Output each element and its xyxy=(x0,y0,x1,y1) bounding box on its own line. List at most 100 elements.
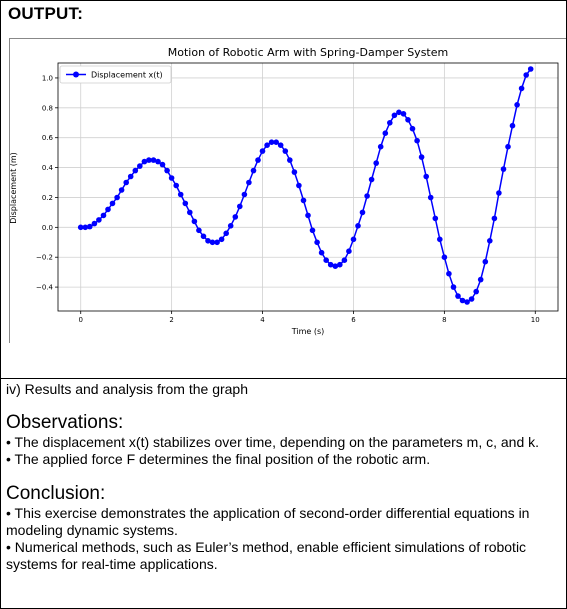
data-point xyxy=(382,130,389,136)
data-point xyxy=(300,197,307,204)
y-tick-label: −0.4 xyxy=(36,284,54,292)
data-point xyxy=(77,224,84,231)
data-point xyxy=(105,206,111,213)
data-point xyxy=(446,270,452,277)
data-point xyxy=(350,236,357,243)
displacement-chart: 0 2 4 6 8 10 −0.4 −0.2 0.0 0.2 0.4 0.6 0.8 1.0 Motio… xyxy=(9,46,559,336)
data-point xyxy=(318,249,325,256)
data-point xyxy=(332,263,339,270)
data-point xyxy=(464,299,470,305)
chart-title: Motion of Robotic Arm with Spring-Damper… xyxy=(168,46,448,59)
figure-area xyxy=(9,38,566,343)
data-point xyxy=(159,161,166,168)
data-point xyxy=(391,112,398,119)
series-line xyxy=(80,68,532,303)
observation-bullet: • The applied force F determines the fin… xyxy=(6,451,431,467)
conclusion-bullet: • Numerical methods, such as Euler’s met… xyxy=(6,539,527,572)
data-point xyxy=(346,248,352,254)
chart-grid xyxy=(58,63,558,311)
data-point xyxy=(187,209,193,216)
data-point xyxy=(237,203,243,210)
data-point xyxy=(305,212,311,219)
data-point xyxy=(473,288,480,295)
data-point xyxy=(218,236,225,243)
x-axis-label: Time (s) xyxy=(291,327,325,336)
y-tick-label: 0.6 xyxy=(42,134,54,142)
data-point xyxy=(123,179,129,186)
data-point xyxy=(155,158,161,165)
data-point xyxy=(223,230,229,237)
legend-box xyxy=(59,65,172,84)
chart-legend: Displacement x(t) xyxy=(59,65,172,84)
data-point xyxy=(241,191,248,198)
series-displacement xyxy=(77,66,534,305)
data-point xyxy=(514,102,520,108)
y-axis-ticks: −0.4 −0.2 0.0 0.2 0.4 0.6 0.8 1.0 xyxy=(36,74,58,292)
data-point xyxy=(109,200,116,207)
data-point xyxy=(396,109,402,116)
data-point xyxy=(96,217,102,223)
data-point xyxy=(146,157,152,163)
data-point xyxy=(455,293,461,299)
data-point xyxy=(505,143,511,150)
data-point xyxy=(496,190,502,196)
data-point xyxy=(341,257,348,264)
data-point xyxy=(114,194,120,201)
data-point xyxy=(423,173,430,180)
data-point xyxy=(373,160,380,166)
data-point xyxy=(173,182,179,189)
conclusion-title: Conclusion: xyxy=(6,483,106,504)
data-point xyxy=(209,239,216,246)
data-point xyxy=(191,218,198,225)
x-tick-label: 10 xyxy=(531,316,540,324)
x-tick-label: 6 xyxy=(351,316,356,324)
data-point xyxy=(337,261,343,268)
data-point xyxy=(87,223,93,230)
data-point xyxy=(118,187,125,193)
x-tick-label: 2 xyxy=(169,316,173,324)
data-point xyxy=(368,176,375,183)
data-point xyxy=(364,193,370,199)
data-point xyxy=(141,158,148,165)
data-point xyxy=(91,220,98,227)
data-point xyxy=(437,236,443,243)
y-tick-label: 0.0 xyxy=(42,224,53,232)
data-point xyxy=(205,238,211,244)
y-tick-label: −0.2 xyxy=(36,254,53,262)
data-point xyxy=(168,175,175,181)
data-point xyxy=(177,191,184,198)
y-tick-label: 0.2 xyxy=(42,194,53,202)
output-title: OUTPUT: xyxy=(8,4,84,23)
data-point xyxy=(487,238,493,244)
data-point xyxy=(327,261,334,268)
data-point xyxy=(500,166,507,172)
data-point xyxy=(450,284,457,290)
y-axis-label: Displacement (m) xyxy=(9,152,18,224)
x-axis-ticks: 0 2 4 6 8 10 xyxy=(78,311,540,324)
data-point xyxy=(441,254,448,260)
data-point xyxy=(377,143,384,150)
section-divider xyxy=(0,378,567,379)
data-point xyxy=(200,233,207,240)
data-point xyxy=(227,223,234,229)
observation-bullet: • The displacement x(t) stabilizes over … xyxy=(6,434,540,450)
data-point xyxy=(277,142,284,148)
data-point xyxy=(491,215,498,222)
data-point xyxy=(232,214,239,220)
data-point xyxy=(287,157,293,163)
data-point xyxy=(432,215,439,222)
data-point xyxy=(409,125,416,132)
data-point xyxy=(427,194,434,201)
data-point xyxy=(127,173,134,180)
data-point xyxy=(250,167,257,174)
y-tick-label: 0.4 xyxy=(42,164,54,172)
data-point xyxy=(459,297,466,304)
data-point xyxy=(150,157,157,163)
plot-frame xyxy=(57,62,559,312)
data-point xyxy=(509,122,516,129)
y-tick-label: 0.8 xyxy=(42,104,53,112)
data-point xyxy=(246,179,252,186)
data-point xyxy=(355,223,361,229)
x-tick-label: 8 xyxy=(442,316,446,324)
data-point xyxy=(273,139,280,145)
